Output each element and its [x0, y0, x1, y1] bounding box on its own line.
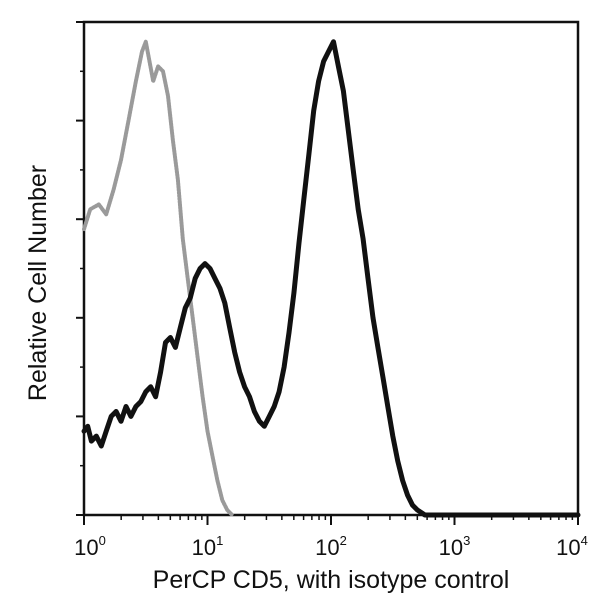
x-tick-label: 103: [439, 533, 471, 560]
x-tick-label: 104: [556, 533, 588, 560]
x-axis-tick-labels: 100 101 102 103 104: [74, 533, 588, 560]
x-tick-label: 100: [74, 533, 106, 560]
y-axis-ticks: [76, 21, 84, 516]
percp-cd5-curve: [81, 39, 581, 518]
x-axis-title: PerCP CD5, with isotype control: [153, 566, 510, 594]
x-axis-ticks: [83, 515, 579, 525]
x-tick-label: 101: [192, 533, 224, 560]
plot-frame: [82, 20, 580, 517]
x-tick-label: 102: [315, 533, 347, 560]
series-layer: [81, 39, 581, 518]
isotype-control-curve: [82, 39, 235, 517]
y-axis-title: Relative Cell Number: [24, 165, 52, 401]
